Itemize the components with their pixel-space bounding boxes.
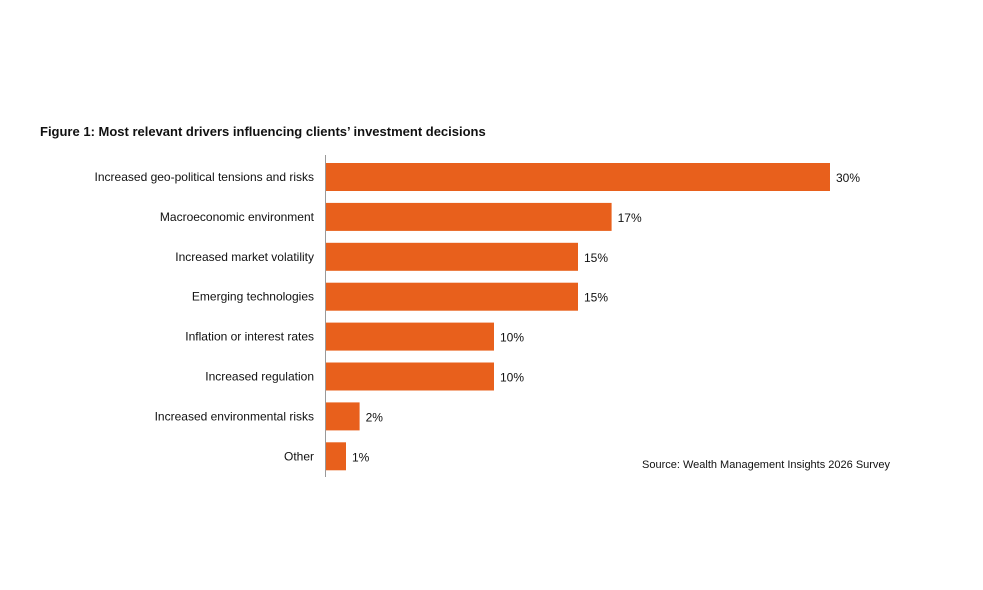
category-label: Increased geo-political tensions and ris… — [95, 170, 314, 184]
data-label: 15% — [584, 251, 608, 265]
source-note: Source: Wealth Management Insights 2026 … — [642, 459, 891, 471]
category-label: Increased regulation — [205, 370, 314, 384]
bar — [326, 202, 612, 231]
data-label: 2% — [366, 410, 384, 424]
data-label: 1% — [352, 450, 370, 464]
category-label: Emerging technologies — [192, 290, 314, 304]
bar — [326, 163, 830, 191]
category-label: Other — [284, 449, 314, 463]
chart-title: Figure 1: Most relevant drivers influenc… — [40, 124, 486, 139]
bar — [326, 362, 494, 391]
category-label: Inflation or interest rates — [185, 330, 314, 344]
data-label: 10% — [500, 371, 524, 385]
bar — [326, 242, 578, 271]
data-label: 17% — [618, 211, 642, 225]
category-label: Increased market volatility — [175, 250, 314, 264]
category-label: Macroeconomic environment — [160, 210, 315, 224]
data-label: 15% — [584, 291, 608, 305]
bar — [326, 442, 346, 471]
data-label: 30% — [836, 171, 860, 185]
bar — [326, 322, 494, 351]
bar — [326, 282, 578, 311]
bar — [326, 402, 360, 431]
category-label: Increased environmental risks — [155, 409, 314, 423]
data-label: 10% — [500, 331, 524, 345]
